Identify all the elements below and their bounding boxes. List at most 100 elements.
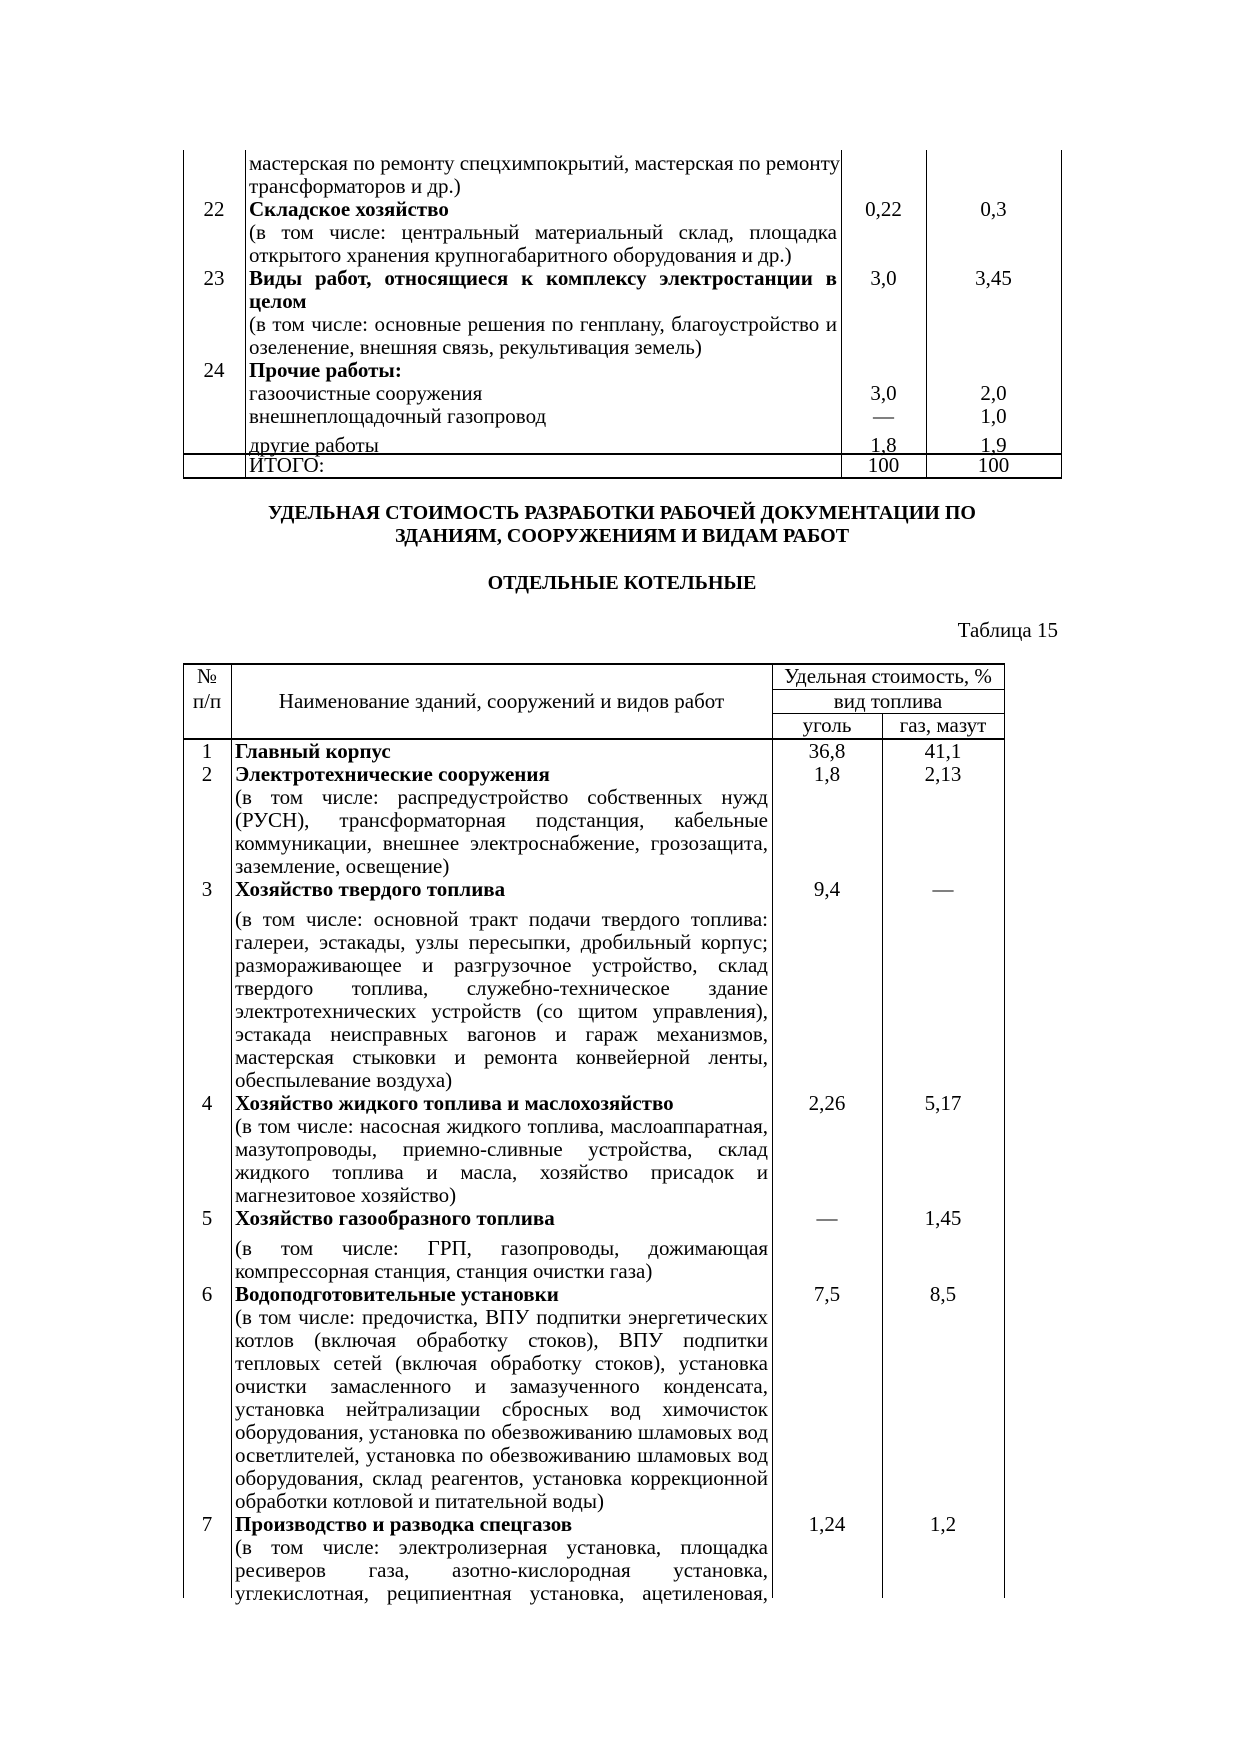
table-border xyxy=(183,453,1062,455)
row-description: коммуникации, внешнее электроснабжение, … xyxy=(235,831,768,855)
row-description: мастерская по ремонту спецхимпокрытий, м… xyxy=(249,151,841,175)
table-border xyxy=(882,713,883,1598)
row-number xyxy=(183,405,245,428)
row-description: твердого топлива, служебно-техническое з… xyxy=(235,976,768,1000)
row-number: 24 xyxy=(203,358,225,382)
row-number xyxy=(183,1023,231,1046)
row-number xyxy=(183,1352,231,1375)
row-number xyxy=(183,152,245,175)
row-description: осветлителей, установка по обезвоживанию… xyxy=(235,1443,768,1467)
value-cell xyxy=(772,954,882,977)
row-number xyxy=(183,313,245,336)
row-number xyxy=(183,244,245,267)
table-border xyxy=(183,663,184,1598)
row-number xyxy=(183,1000,231,1023)
header-name: Наименование зданий, сооружений и видов … xyxy=(278,689,725,713)
value-cell xyxy=(841,336,926,359)
row-number xyxy=(183,1536,231,1559)
value-cell xyxy=(882,908,1004,931)
row-number xyxy=(183,1421,231,1444)
row-number xyxy=(183,1444,231,1467)
row-number: 4 xyxy=(201,1091,213,1115)
row-number xyxy=(183,1490,231,1513)
row-description: внешнеплощадочный газопровод xyxy=(249,404,547,428)
value-cell xyxy=(772,809,882,832)
value-cell xyxy=(926,336,1061,359)
value-cell xyxy=(882,1260,1004,1283)
row-number xyxy=(183,1398,231,1421)
row-number: 5 xyxy=(201,1206,213,1230)
value-cell xyxy=(841,175,926,198)
row-number xyxy=(183,1161,231,1184)
row-description: галереи, эстакады, узлы пересыпки, дроби… xyxy=(235,930,768,954)
row-description: (в том числе: предочистка, ВПУ подпитки … xyxy=(235,1305,768,1329)
row-title: Производство и разводка спецгазов xyxy=(235,1512,573,1536)
value-cell: 1,8 xyxy=(870,433,897,457)
value-cell xyxy=(882,977,1004,1000)
value-cell: 0,3 xyxy=(980,197,1007,221)
row-number xyxy=(183,434,245,457)
value-cell xyxy=(772,1582,882,1605)
value-cell xyxy=(772,1398,882,1421)
value-cell: 5,17 xyxy=(924,1091,962,1115)
row-title: Главный корпус xyxy=(235,739,391,763)
row-description: (в том числе: основной тракт подачи твер… xyxy=(235,907,768,931)
value-cell xyxy=(882,1421,1004,1444)
value-cell xyxy=(882,1161,1004,1184)
value-cell xyxy=(772,832,882,855)
value-cell: 7,5 xyxy=(813,1282,841,1306)
value-cell xyxy=(882,1306,1004,1329)
table-border xyxy=(772,689,1005,690)
row-description: другие работы xyxy=(249,433,379,457)
value-cell xyxy=(772,1184,882,1207)
table-border xyxy=(772,713,1005,714)
row-number xyxy=(183,977,231,1000)
header-num-1: № xyxy=(196,664,218,688)
section-title-line-1: УДЕЛЬНАЯ СТОИМОСТЬ РАЗРАБОТКИ РАБОЧЕЙ ДО… xyxy=(268,502,976,524)
row-description: (в том числе: центральный материальный с… xyxy=(249,220,837,244)
row-title: Хозяйство жидкого топлива и маслохозяйст… xyxy=(235,1091,674,1115)
row-description: обеспылевание воздуха) xyxy=(235,1068,453,1092)
header-num-2: п/п xyxy=(192,689,222,713)
table-border xyxy=(183,738,1005,740)
value-cell xyxy=(772,1069,882,1092)
row-description: мазутопроводы, приемно-сливные устройств… xyxy=(235,1137,768,1161)
value-cell xyxy=(772,1444,882,1467)
row-description: оборудования, установка по обезвоживанию… xyxy=(235,1420,768,1444)
row-number: 23 xyxy=(203,266,225,290)
value-cell xyxy=(882,809,1004,832)
row-description: (в том числе: электролизерная установка,… xyxy=(235,1535,768,1559)
table-label: Таблица 15 xyxy=(957,618,1058,642)
table-border xyxy=(1004,663,1005,1598)
value-cell xyxy=(882,1046,1004,1069)
value-cell xyxy=(882,954,1004,977)
row-number: 2 xyxy=(201,762,213,786)
row-title: Электротехнические сооружения xyxy=(235,762,550,786)
row-number xyxy=(183,1184,231,1207)
row-title: целом xyxy=(249,289,307,313)
row-number xyxy=(183,1559,231,1582)
value-cell: 1,45 xyxy=(924,1206,962,1230)
value-cell xyxy=(882,1582,1004,1605)
value-cell: 8,5 xyxy=(929,1282,957,1306)
value-cell xyxy=(882,1375,1004,1398)
value-cell xyxy=(926,359,1061,382)
value-cell xyxy=(926,244,1061,267)
row-title: Складское хозяйство xyxy=(249,197,449,221)
value-cell xyxy=(772,1023,882,1046)
row-description: заземление, освещение) xyxy=(235,854,450,878)
row-description: установка нейтрализации сбросных вод хим… xyxy=(235,1397,768,1421)
value-cell xyxy=(772,1306,882,1329)
value-cell xyxy=(926,290,1061,313)
row-number xyxy=(183,954,231,977)
value-cell xyxy=(882,1444,1004,1467)
value-cell xyxy=(772,1115,882,1138)
section-title-line-2: ЗДАНИЯМ, СООРУЖЕНИЯМ И ВИДАМ РАБОТ xyxy=(394,525,850,547)
row-description: (в том числе: основные решения по генпла… xyxy=(249,312,837,336)
value-cell: 1,2 xyxy=(929,1512,957,1536)
value-cell xyxy=(882,1329,1004,1352)
value-cell: — xyxy=(932,877,954,901)
value-cell xyxy=(772,1260,882,1283)
row-number xyxy=(183,832,231,855)
value-cell xyxy=(926,152,1061,175)
